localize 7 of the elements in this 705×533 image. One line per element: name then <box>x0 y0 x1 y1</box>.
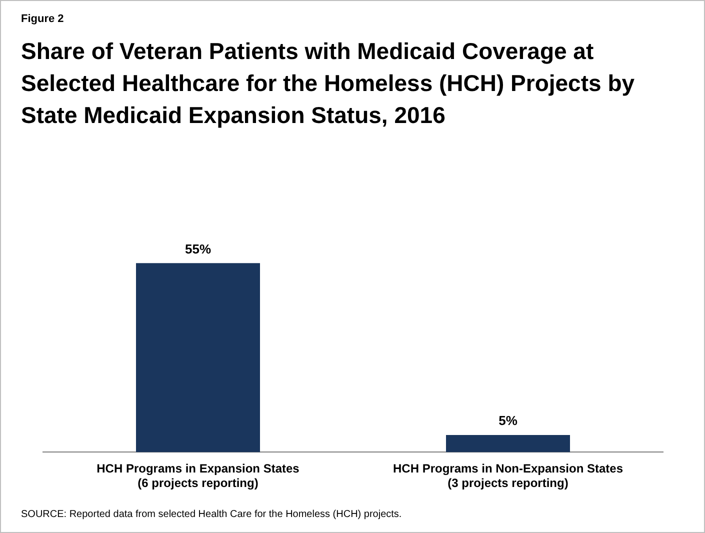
source-note: SOURCE: Reported data from selected Health Care for the Homeless (HCH) projects. <box>21 509 402 520</box>
x-tick-label: HCH Programs in Non-Expansion States (3 projects reporting) <box>392 462 624 490</box>
data-label: 5% <box>498 413 518 428</box>
data-label: 55% <box>184 241 212 256</box>
caption: Figure 2 <box>21 13 64 25</box>
x-tick-label: HCH Programs in Expansion States (6 projects reporting) <box>96 462 300 490</box>
chart-title: Share of Veteran Patients with Medicaid Coverage at Selected Healthcare for the Homeless (HCH) Projects by State Medicaid Expansion Status, 2016 <box>21 37 636 130</box>
